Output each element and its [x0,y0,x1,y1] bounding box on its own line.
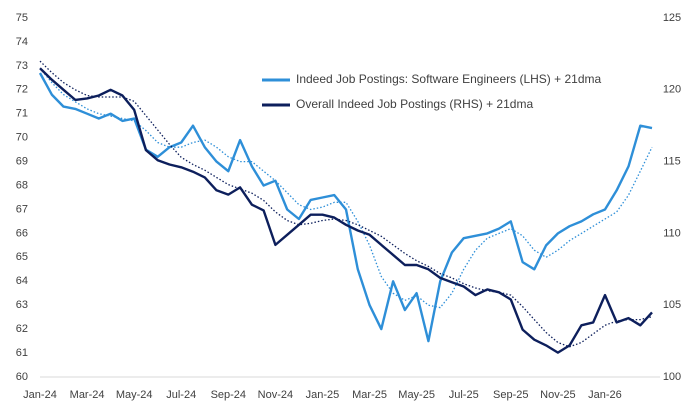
x-tick-label: Jul-25 [449,389,479,401]
y-tick-label: 67 [16,203,28,215]
y2-tick-label: 105 [663,299,681,311]
x-tick-label: May-25 [398,389,435,401]
x-tick-label: Sep-24 [211,389,246,401]
y-tick-label: 60 [16,371,28,383]
y2-tick-label: 110 [663,227,681,239]
moving-average-line [39,67,653,309]
y-tick-label: 63 [16,299,28,311]
y-tick-label: 75 [16,12,28,24]
y-tick-label: 65 [16,251,28,263]
y-tick-label: 66 [16,227,28,239]
y-tick-label: 61 [16,347,28,359]
x-tick-label: Jan-24 [23,389,57,401]
y2-tick-label: 100 [663,371,681,383]
x-tick-label: May-24 [116,389,153,401]
x-tick-label: Jul-24 [166,389,196,401]
y-tick-label: 68 [16,179,28,191]
y-tick-label: 64 [16,275,28,287]
x-tick-label: Mar-24 [70,389,105,401]
y-tick-label: 72 [16,84,28,96]
x-tick-label: Nov-25 [540,389,575,401]
x-tick-label: Jan-26 [588,389,622,401]
y-tick-label: 71 [16,108,28,120]
legend-label: Indeed Job Postings: Software Engineers … [296,72,602,86]
y2-tick-label: 125 [663,12,681,24]
y-tick-label: 74 [16,36,28,48]
x-tick-label: Mar-25 [352,389,387,401]
moving-average-line [39,60,653,348]
y2-tick-label: 115 [663,156,681,168]
y-tick-label: 62 [16,323,28,335]
y2-tick-label: 120 [663,84,681,96]
y-tick-label: 70 [16,132,28,144]
series-line [38,72,653,343]
y-tick-label: 69 [16,156,28,168]
x-tick-label: Sep-25 [493,389,528,401]
legend-label: Overall Indeed Job Postings (RHS) + 21dm… [296,97,533,111]
x-tick-label: Nov-24 [258,389,293,401]
y-tick-label: 73 [16,60,28,72]
x-tick-label: Jan-25 [306,389,340,401]
series-line [39,67,653,354]
